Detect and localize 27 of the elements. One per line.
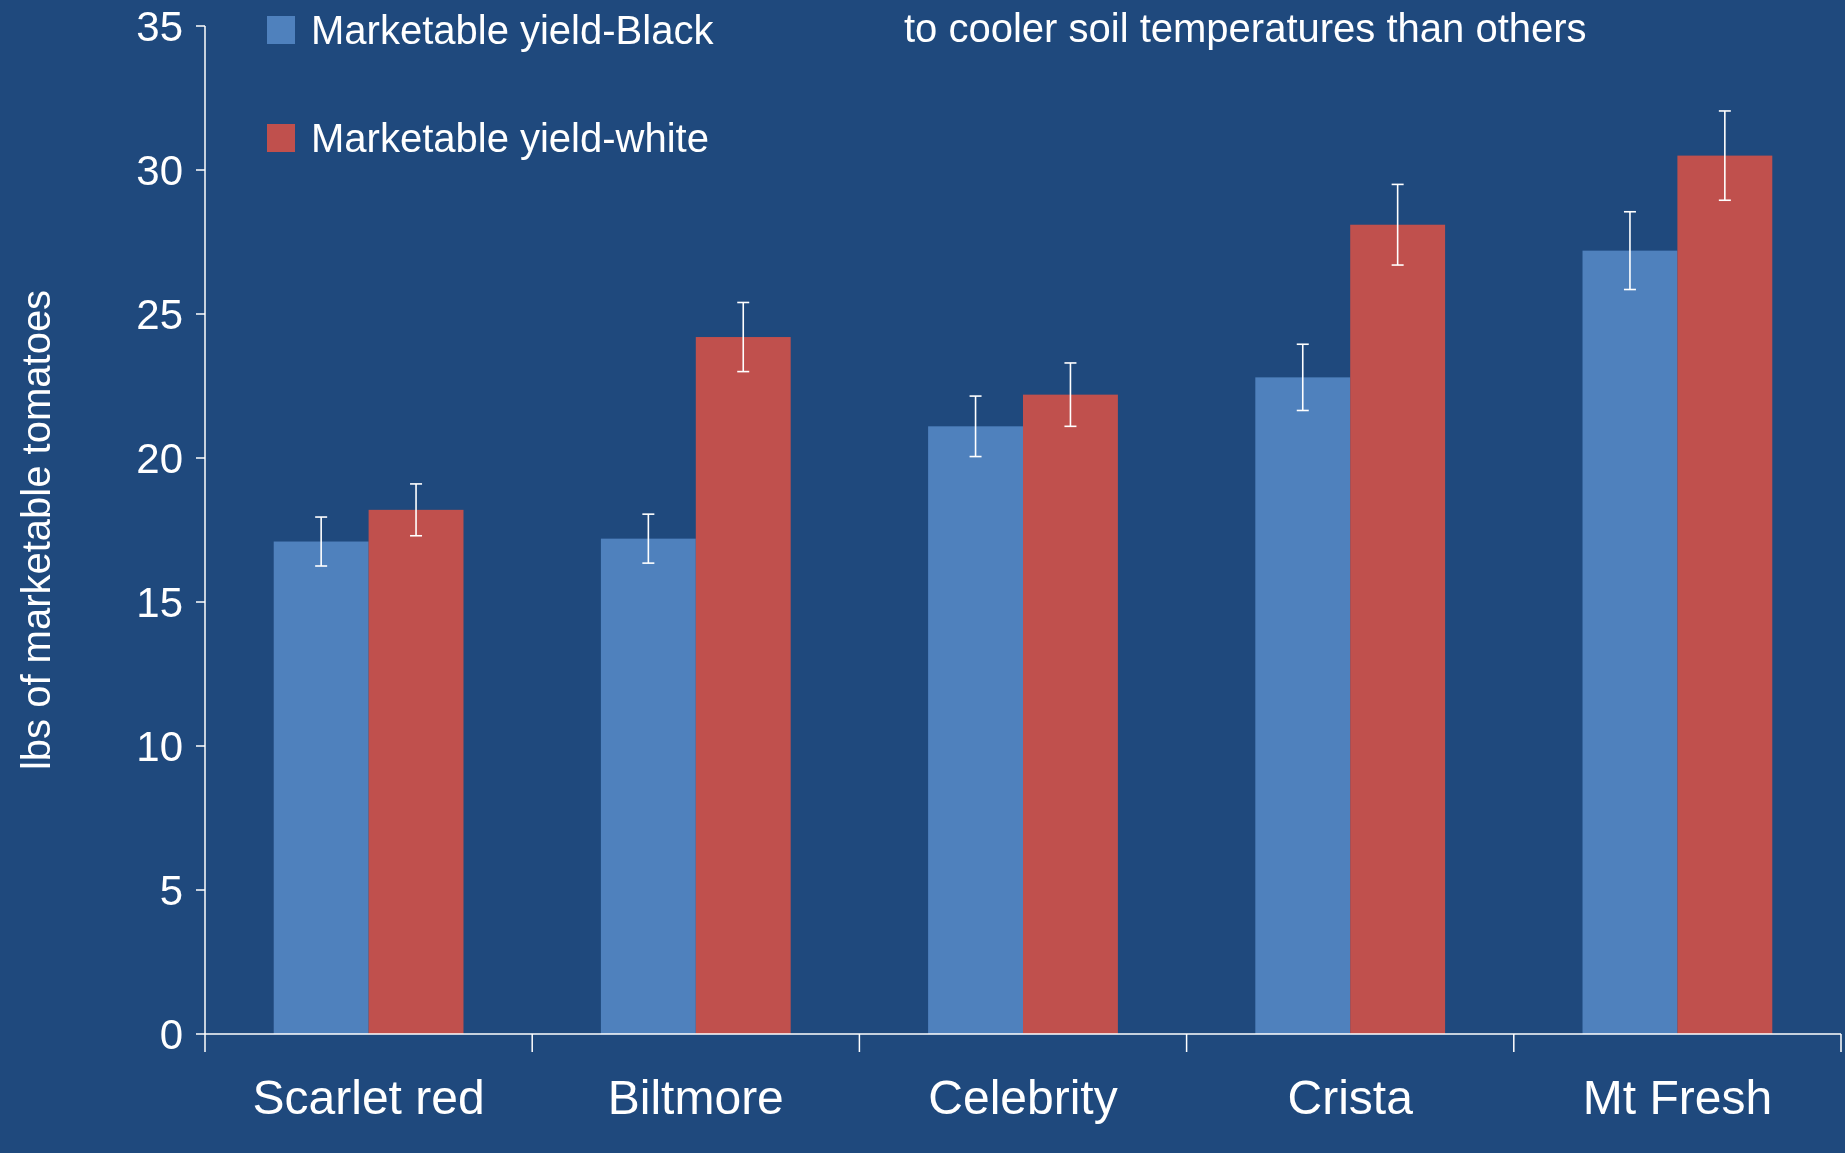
bar: [273, 541, 369, 1034]
bar: [600, 538, 696, 1034]
bar: [1677, 155, 1773, 1034]
y-tick-label: 15: [136, 578, 183, 626]
x-tick-label: Celebrity: [928, 1071, 1118, 1124]
y-tick-label: 10: [136, 722, 183, 770]
y-tick-label: 20: [136, 434, 183, 482]
x-tick-label: Mt Fresh: [1582, 1071, 1773, 1124]
bar: [928, 426, 1023, 1034]
y-tick-label: 0: [159, 1010, 183, 1058]
bar: [695, 337, 791, 1034]
legend-label: Marketable yield-white: [311, 116, 709, 160]
bar: [368, 509, 464, 1034]
annotation: to cooler soil temperatures than others: [904, 6, 1587, 50]
y-tick-label: 25: [136, 290, 183, 338]
legend-label: Marketable yield-Black: [311, 8, 715, 52]
y-axis-title: lbs of marketable tomatoes: [14, 289, 58, 771]
y-tick-label: 30: [136, 146, 183, 194]
bar: [1350, 224, 1446, 1034]
bar: [1582, 250, 1678, 1034]
y-tick-label: 35: [136, 2, 183, 50]
x-tick-label: Crista: [1287, 1071, 1414, 1124]
y-tick-label: 5: [159, 866, 183, 914]
x-tick-label: Scarlet red: [252, 1071, 485, 1124]
bar: [1023, 394, 1118, 1034]
x-tick-label: Biltmore: [607, 1071, 784, 1124]
bar: [1255, 377, 1351, 1034]
